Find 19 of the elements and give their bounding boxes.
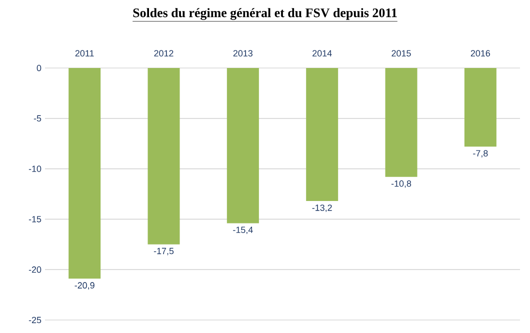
x-tick-label: 2016 (470, 50, 490, 56)
y-tick-label: -20 (28, 266, 42, 273)
x-tick-label: 2015 (392, 50, 411, 56)
y-tick-label: -25 (28, 316, 42, 324)
y-tick-label: -10 (28, 166, 42, 172)
y-tick-label: 0 (36, 64, 42, 72)
data-label: -20,9 (74, 282, 94, 290)
data-label: -7,8 (473, 150, 488, 158)
data-label: -13,2 (312, 204, 332, 212)
data-label: -10,8 (391, 180, 412, 188)
data-label: -15,4 (233, 226, 253, 234)
data-label: -17,5 (154, 248, 174, 256)
chart-title: Soldes du régime général et du FSV depuis 2011 (133, 8, 397, 20)
x-tick-label: 2014 (312, 50, 332, 56)
y-tick-label: -15 (28, 216, 42, 222)
y-tick-label: -5 (34, 115, 42, 122)
x-tick-label: 2011 (75, 50, 94, 56)
x-tick-label: 2012 (154, 50, 174, 56)
x-tick-label: 2013 (233, 50, 252, 56)
